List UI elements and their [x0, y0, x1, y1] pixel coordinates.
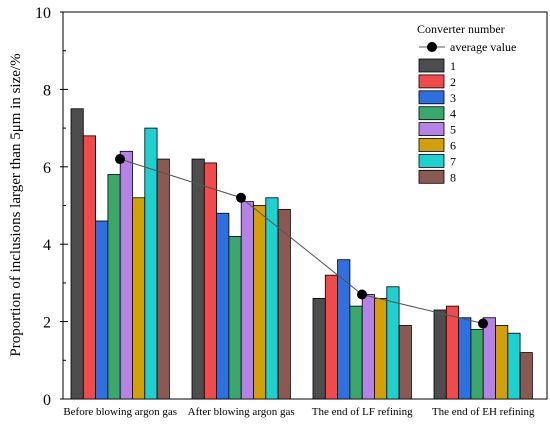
bar-4-3	[349, 305, 363, 400]
bar-2-1	[82, 135, 97, 400]
bar-3-4	[458, 317, 472, 400]
bar-4-2	[228, 236, 242, 400]
bar-4-1	[107, 174, 121, 400]
bar-8-3	[398, 325, 412, 400]
legend-label-8: 8	[450, 170, 456, 184]
bar-1-3	[312, 297, 326, 400]
bar-3-2	[216, 212, 230, 400]
bars	[70, 108, 533, 400]
bar-2-2	[203, 162, 218, 400]
bar-5-2	[240, 201, 254, 400]
bar-2-3	[324, 274, 338, 400]
legend: Converter number average value 1 2 3 4 5 67 8	[417, 22, 516, 184]
legend-swatch-6	[418, 138, 445, 152]
y-tick-label: 6	[43, 160, 51, 177]
bar-8-1	[156, 158, 170, 400]
y-axis-title: Proportion of inclusions larger than 5μm…	[8, 53, 24, 356]
y-axis: 0 2 4 6 8 10	[35, 5, 68, 409]
category-label: Before blowing argon gas	[63, 406, 177, 418]
bar-6-4	[495, 325, 509, 400]
bar-6-3	[374, 297, 388, 400]
legend-label-average: average value	[450, 40, 516, 54]
bar-3-1	[95, 220, 109, 400]
bar-7-2	[265, 197, 279, 400]
y-tick-label: 4	[43, 237, 51, 254]
y-tick-label: 2	[43, 315, 51, 332]
bar-8-2	[277, 208, 291, 400]
legend-swatch-3	[418, 90, 445, 105]
x-axis: Before blowing argon gas After blowing ar…	[63, 406, 535, 418]
bar-4-4	[470, 328, 484, 400]
y-tick-label: 10	[35, 5, 51, 22]
average-point	[478, 318, 488, 329]
legend-label-5: 5	[450, 123, 456, 137]
legend-label-6: 6	[450, 139, 456, 153]
bar-6-1	[132, 197, 146, 400]
bar-1-1	[70, 108, 84, 400]
bar-7-4	[507, 332, 521, 400]
bar-8-4	[519, 352, 533, 400]
bar-5-1	[119, 150, 133, 400]
legend-title: Converter number	[417, 22, 505, 36]
legend-swatch-8	[418, 169, 445, 184]
category-label: The end of LF refining	[312, 406, 413, 418]
bar-5-4	[482, 317, 496, 400]
average-line	[115, 154, 488, 329]
y-tick-label: 8	[43, 82, 51, 99]
average-point	[115, 154, 125, 165]
legend-swatch-5	[418, 122, 445, 136]
legend-swatch-7	[418, 153, 445, 168]
bar-1-2	[191, 158, 205, 400]
average-point	[357, 289, 367, 300]
bar-2-4	[445, 305, 459, 400]
bar-5-3	[361, 294, 375, 400]
average-point	[236, 192, 246, 203]
average-line-path	[119, 158, 484, 325]
legend-swatch-2	[418, 74, 445, 89]
legend-label-2: 2	[450, 75, 456, 89]
bar-1-4	[433, 309, 447, 400]
legend-label-1: 1	[450, 59, 456, 73]
bar-7-3	[386, 286, 400, 400]
category-label: The end of EH refining	[432, 406, 535, 418]
legend-swatch-1	[418, 58, 445, 73]
legend-marker	[427, 42, 437, 52]
legend-swatch-4	[418, 106, 445, 121]
bar-6-2	[253, 205, 267, 400]
legend-label-3: 3	[450, 91, 456, 105]
bar-3-3	[337, 259, 351, 400]
y-tick-label: 0	[43, 392, 51, 409]
legend-label-7: 7	[450, 154, 456, 168]
legend-label-4: 4	[450, 107, 456, 121]
category-label: After blowing argon gas	[188, 406, 295, 418]
